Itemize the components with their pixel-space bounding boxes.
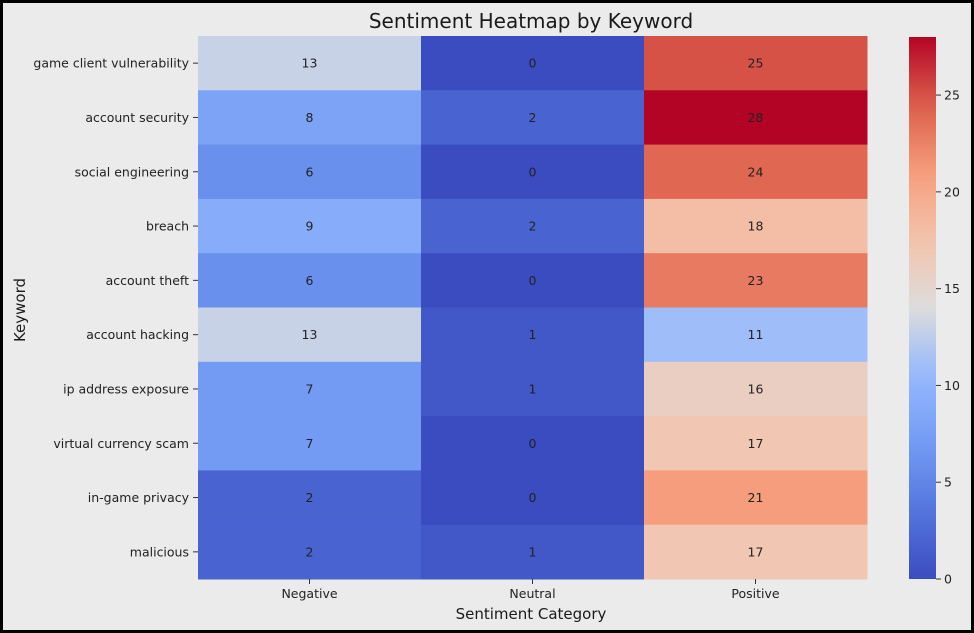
y-tick-label: social engineering xyxy=(75,164,189,179)
heatmap-cell xyxy=(198,307,422,363)
heatmap-cell-value: 6 xyxy=(306,164,314,179)
colorbar-tick-label: 20 xyxy=(944,184,960,199)
heatmap-cell-value: 23 xyxy=(748,273,764,288)
y-tick-label: account hacking xyxy=(86,327,189,342)
heatmap-cells xyxy=(198,36,868,580)
colorbar-tick-label: 5 xyxy=(944,475,952,490)
y-tick-label: breach xyxy=(146,219,189,234)
heatmap-cell xyxy=(198,90,422,146)
colorbar-ticks: 0 5 10 15 20 25 xyxy=(936,88,960,587)
heatmap-cell-value: 2 xyxy=(529,219,537,234)
heatmap-cell xyxy=(198,524,422,580)
heatmap-cell-value: 0 xyxy=(529,490,537,505)
heatmap-cell xyxy=(198,36,422,91)
heatmap-cell xyxy=(644,470,868,526)
heatmap-cell xyxy=(421,416,645,471)
y-tick-label: account security xyxy=(85,110,189,125)
x-axis-title: Sentiment Category xyxy=(456,605,607,623)
heatmap-cell xyxy=(198,470,422,526)
heatmap-cell-value: 9 xyxy=(306,219,314,234)
heatmap-cell-value: 18 xyxy=(748,219,764,234)
heatmap-cell-value: 13 xyxy=(302,327,318,342)
y-tick-label: virtual currency scam xyxy=(53,436,189,451)
colorbar-tick-label: 10 xyxy=(944,378,960,393)
heatmap-cell xyxy=(421,524,645,580)
heatmap-cell-value: 0 xyxy=(529,164,537,179)
heatmap-cell-value: 0 xyxy=(529,56,537,71)
x-tick-label: Neutral xyxy=(509,586,555,601)
heatmap-cell-value: 6 xyxy=(306,273,314,288)
y-tick-label: account theft xyxy=(106,273,189,288)
chart-title: Sentiment Heatmap by Keyword xyxy=(369,9,693,33)
colorbar-tick-label: 15 xyxy=(944,281,960,296)
heatmap-cell xyxy=(198,361,422,417)
heatmap-cell xyxy=(644,524,868,580)
heatmap-cell-value: 7 xyxy=(306,381,314,396)
heatmap-cell-value: 2 xyxy=(306,544,314,559)
heatmap-cell xyxy=(198,198,422,254)
heatmap-cell xyxy=(644,416,868,471)
heatmap-cell-value: 0 xyxy=(529,436,537,451)
heatmap-cell-value: 21 xyxy=(748,490,764,505)
heatmap-cell xyxy=(198,144,422,200)
heatmap-cell xyxy=(421,198,645,254)
heatmap-cell-value: 17 xyxy=(748,544,764,559)
heatmap-cell-value: 24 xyxy=(748,164,764,179)
heatmap-cell-value: 16 xyxy=(748,381,764,396)
heatmap-cell-value: 2 xyxy=(306,490,314,505)
heatmap-cell xyxy=(421,361,645,417)
heatmap-cell-value: 7 xyxy=(306,436,314,451)
colorbar xyxy=(909,37,936,579)
heatmap-cell xyxy=(421,307,645,363)
heatmap-cell-value: 8 xyxy=(306,110,314,125)
heatmap-cell-value: 0 xyxy=(529,273,537,288)
heatmap-cell xyxy=(644,253,868,308)
colorbar-tick-label: 0 xyxy=(944,572,952,587)
y-tick-label: game client vulnerability xyxy=(33,56,189,71)
heatmap-cell xyxy=(421,144,645,200)
heatmap-cell-value: 17 xyxy=(748,436,764,451)
y-axis-ticks: game client vulnerability account securit… xyxy=(33,56,198,559)
heatmap-cell-value: 1 xyxy=(529,544,537,559)
heatmap-cell-value: 11 xyxy=(748,327,764,342)
heatmap-cell-value: 13 xyxy=(302,56,318,71)
colorbar-tick-label: 25 xyxy=(944,88,960,103)
heatmap-cell xyxy=(644,90,868,146)
heatmap-cell xyxy=(421,36,645,91)
heatmap-cell-value: 28 xyxy=(748,110,764,125)
heatmap-cell-value: 2 xyxy=(529,110,537,125)
y-tick-label: in-game privacy xyxy=(88,490,190,505)
heatmap-cell-value: 25 xyxy=(748,56,764,71)
heatmap-cell xyxy=(421,253,645,308)
heatmap-cell xyxy=(644,198,868,254)
y-axis-title: Keyword xyxy=(11,278,29,342)
y-tick-label: malicious xyxy=(130,544,189,559)
heatmap-cell-value: 1 xyxy=(529,381,537,396)
heatmap-cell-value: 1 xyxy=(529,327,537,342)
heatmap-cell xyxy=(644,361,868,417)
heatmap-cell xyxy=(198,416,422,471)
heatmap-cell xyxy=(644,36,868,91)
x-axis-ticks: Negative Neutral Positive xyxy=(281,579,780,601)
heatmap-cell xyxy=(421,90,645,146)
heatmap-cell xyxy=(644,144,868,200)
heatmap-cell xyxy=(644,307,868,363)
y-tick-label: ip address exposure xyxy=(63,381,189,396)
heatmap-cell xyxy=(421,470,645,526)
x-tick-label: Positive xyxy=(731,586,779,601)
x-tick-label: Negative xyxy=(281,586,337,601)
heatmap-cell xyxy=(198,253,422,308)
